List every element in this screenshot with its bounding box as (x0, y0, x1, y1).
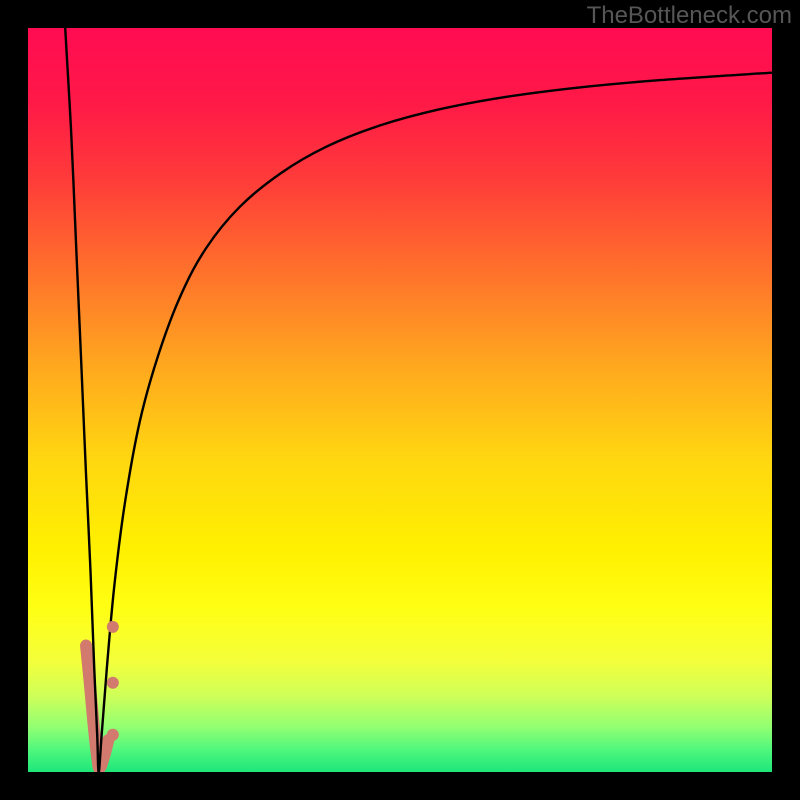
gradient-background (28, 28, 772, 772)
chart-frame: TheBottleneck.com (0, 0, 800, 800)
plot-svg (28, 28, 772, 772)
marker-dot (107, 677, 119, 689)
plot-area (28, 28, 772, 772)
watermark-text: TheBottleneck.com (587, 2, 792, 30)
marker-dot (107, 729, 119, 741)
marker-dot (107, 621, 119, 633)
